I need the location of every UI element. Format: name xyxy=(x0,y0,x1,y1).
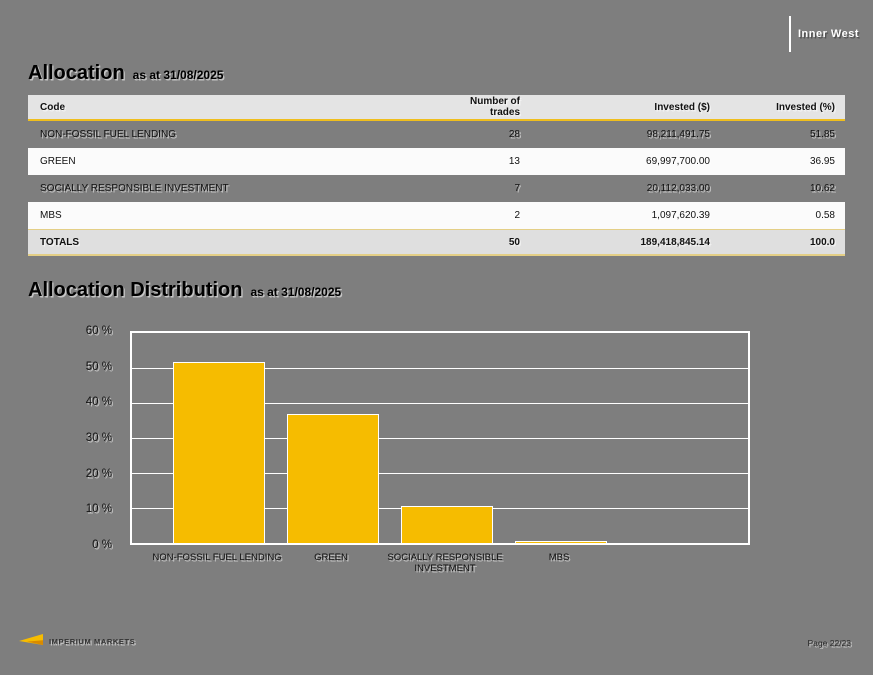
cell-pct: 36.95 xyxy=(809,156,835,167)
gridline xyxy=(132,472,748,474)
gridline xyxy=(132,438,748,439)
y-tick: 20 % xyxy=(85,467,112,480)
distribution-section-title: Allocation Distribution as at 31/08/2025 xyxy=(28,279,341,302)
x-label-slot: SOCIALLY RESPONSIBLE INVESTMENT xyxy=(387,552,502,582)
gridline xyxy=(132,402,748,404)
table-row: SOCIALLY RESPONSIBLE INVESTMENT 7 20,112… xyxy=(28,175,845,202)
cell-code: MBS xyxy=(40,210,62,221)
bar-socially-responsible-investment xyxy=(401,505,493,543)
cell-trades: 28 xyxy=(508,129,520,140)
y-axis-tick-labels: 60 % 50 % 40 % 30 % 20 % 10 % 0 % xyxy=(0,325,112,551)
x-label-slot: GREEN xyxy=(274,552,388,582)
client-logo-divider xyxy=(788,16,791,52)
allocation-section-title: Allocation as at 31/08/2025 xyxy=(28,62,223,85)
table-totals-row: TOTALS 50 189,418,845.14 100.0 xyxy=(28,229,845,256)
cell-totals-invested: 189,418,845.14 xyxy=(640,236,710,248)
maker-logo-text: IMPERIUM MARKETS xyxy=(49,636,136,646)
bar-non-fossil-fuel-lending xyxy=(173,361,265,543)
cell-code: NON-FOSSIL FUEL LENDING xyxy=(40,129,176,140)
col-header-code: Code xyxy=(40,101,65,113)
table-row: NON-FOSSIL FUEL LENDING 28 98,211,491.75… xyxy=(28,121,845,148)
x-label: SOCIALLY RESPONSIBLE INVESTMENT xyxy=(387,552,503,575)
cell-code: SOCIALLY RESPONSIBLE INVESTMENT xyxy=(40,183,229,194)
col-header-invested-dollars: Invested ($) xyxy=(654,101,710,113)
x-axis-category-labels: NON-FOSSIL FUEL LENDING GREEN SOCIALLY R… xyxy=(152,552,616,582)
allocation-table: Code Number of trades Invested ($) Inves… xyxy=(28,95,845,256)
y-tick: 0 % xyxy=(92,539,112,551)
bar-slot xyxy=(162,333,276,543)
cell-pct: 10.62 xyxy=(809,183,835,194)
cell-pct: 51.85 xyxy=(809,129,835,140)
y-tick: 40 % xyxy=(85,396,112,409)
chart-title-date: as at 31/08/2025 xyxy=(250,285,342,299)
client-logo: Inner West xyxy=(788,16,859,52)
paper-plane-icon xyxy=(19,634,43,645)
chart-plot-area xyxy=(130,331,750,545)
chart-title: Allocation Distribution xyxy=(28,279,243,301)
cell-invested: 20,112,033.00 xyxy=(646,183,710,194)
table-header-row: Code Number of trades Invested ($) Inves… xyxy=(28,95,845,121)
maker-logo: IMPERIUM MARKETS xyxy=(18,633,135,649)
cell-invested: 98,211,491.75 xyxy=(646,129,710,140)
y-tick: 10 % xyxy=(85,503,112,516)
table-row: GREEN 13 69,997,700.00 36.95 xyxy=(28,148,845,175)
x-label: MBS xyxy=(548,552,570,563)
col-header-invested-pct: Invested (%) xyxy=(776,101,835,113)
cell-invested: 1,097,620.39 xyxy=(651,210,710,221)
cell-trades: 7 xyxy=(514,183,520,194)
page-number: Page 22/23 xyxy=(807,638,851,648)
x-label-slot: MBS xyxy=(502,552,616,582)
bar-slot xyxy=(276,333,390,543)
cell-trades: 13 xyxy=(508,156,520,167)
cell-trades: 2 xyxy=(514,210,520,221)
y-tick: 30 % xyxy=(85,432,112,444)
client-logo-text: Inner West xyxy=(797,28,859,40)
cell-totals-trades: 50 xyxy=(508,236,520,248)
col-header-trades: Number of trades xyxy=(470,96,520,118)
bar-green xyxy=(287,413,379,543)
x-label: NON-FOSSIL FUEL LENDING xyxy=(152,552,282,563)
cell-totals-label: TOTALS xyxy=(40,236,80,248)
cell-invested: 69,997,700.00 xyxy=(646,156,710,167)
bars-group xyxy=(162,333,618,543)
page-title-date: as at 31/08/2025 xyxy=(132,68,224,82)
x-label: GREEN xyxy=(314,552,348,563)
cell-code: GREEN xyxy=(40,156,76,167)
bar-slot xyxy=(504,333,618,543)
table-row: MBS 2 1,097,620.39 0.58 xyxy=(28,202,845,229)
cell-pct: 0.58 xyxy=(815,210,835,221)
bar-mbs xyxy=(515,540,607,543)
cell-totals-pct: 100.0 xyxy=(809,236,835,248)
y-tick: 50 % xyxy=(85,360,112,373)
x-label-slot: NON-FOSSIL FUEL LENDING xyxy=(152,552,281,582)
y-tick: 60 % xyxy=(85,325,112,337)
bar-slot xyxy=(390,333,504,543)
page-title: Allocation xyxy=(28,62,125,84)
gridline xyxy=(132,367,748,369)
